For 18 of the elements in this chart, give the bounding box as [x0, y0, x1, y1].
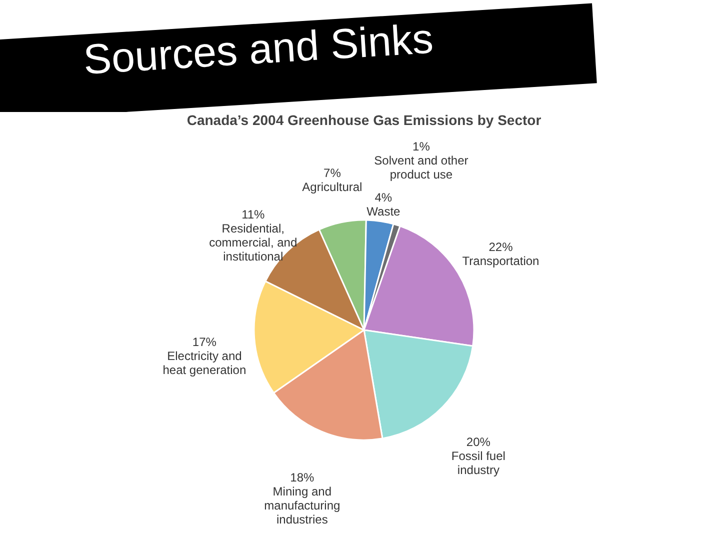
data-label: 4%	[374, 190, 392, 204]
data-label: 20%	[466, 434, 491, 449]
slice-label: Fossil fuel industry	[451, 448, 506, 477]
data-label: 22%	[488, 240, 514, 254]
data-label: 7%	[324, 166, 342, 180]
slice-label: Electricity and heat generation	[162, 348, 246, 377]
slice-label: Residential, commercial, and institutional	[209, 222, 298, 264]
slice-label: Solvent and other product use	[374, 154, 468, 182]
slice-label: Mining and manufacturing industries	[264, 484, 340, 527]
chart-subtitle: Canada’s 2004 Greenhouse Gas Emissions by Sector	[186, 112, 542, 128]
slice-label: Transportation	[462, 254, 540, 268]
data-label: 18%	[290, 470, 314, 485]
data-label: 11%	[242, 208, 266, 222]
data-label: 1%	[412, 140, 430, 154]
data-label: 17%	[192, 334, 217, 349]
slice-label: Agricultural	[302, 180, 362, 194]
slice-label: Waste	[366, 204, 401, 218]
chart-title: Sources and Sinks	[82, 14, 435, 84]
